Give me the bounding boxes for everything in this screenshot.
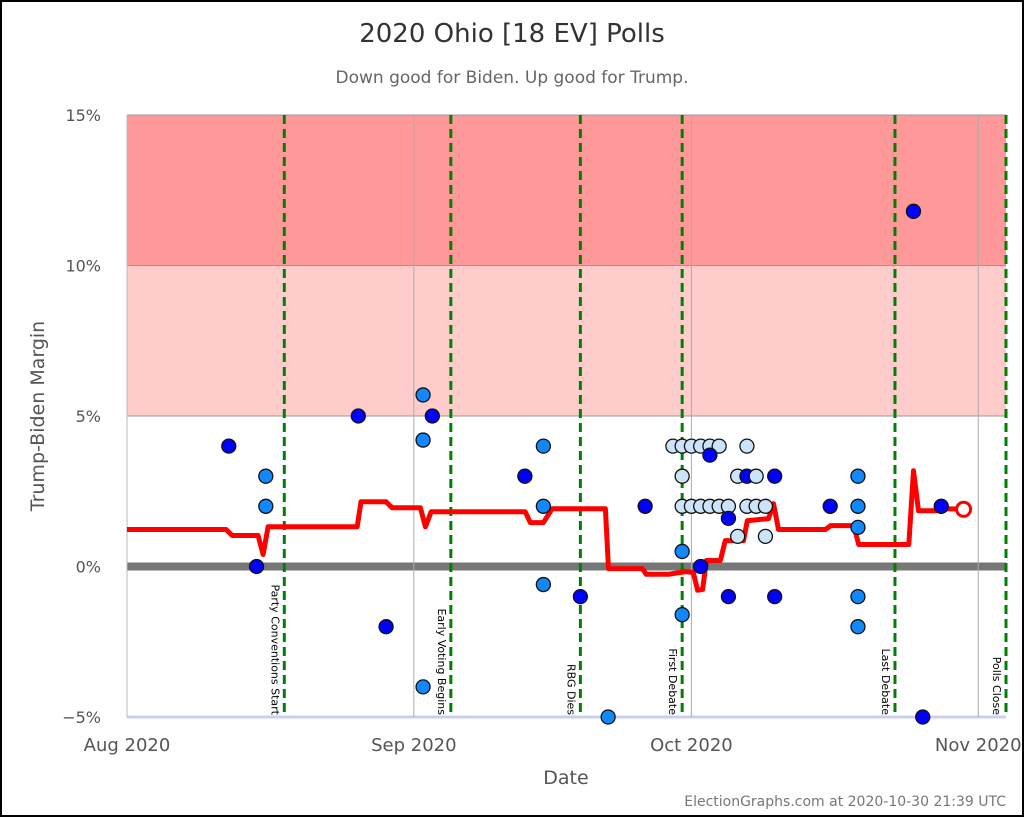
poll-point — [748, 468, 764, 484]
poll-point — [767, 468, 783, 484]
poll-point — [850, 468, 866, 484]
poll-point — [915, 709, 931, 725]
chart-subtitle: Down good for Biden. Up good for Trump. — [336, 68, 689, 88]
poll-point — [378, 619, 394, 635]
poll-point — [517, 468, 533, 484]
poll-point — [822, 498, 838, 514]
poll-point — [415, 679, 431, 695]
y-tick-label: −5% — [62, 708, 101, 727]
poll-point — [535, 498, 552, 514]
y-tick-label: 5% — [76, 407, 101, 426]
poll-point — [720, 510, 737, 526]
poll-point — [905, 203, 922, 219]
event-label: Early Voting Begins — [435, 608, 448, 715]
poll-point — [535, 576, 552, 593]
y-tick-label: 15% — [65, 106, 101, 125]
poll-point — [739, 438, 755, 454]
poll-point — [850, 619, 866, 635]
poll-point — [767, 588, 783, 605]
x-tick-label: Sep 2020 — [371, 735, 456, 756]
poll-point — [720, 588, 737, 605]
poll-point — [258, 468, 274, 484]
y-tick-label: 0% — [76, 558, 101, 577]
poll-point — [221, 438, 237, 454]
poll-point — [600, 709, 616, 725]
event-label: Party Conventions Start — [268, 584, 281, 715]
x-axis-label: Date — [543, 767, 588, 789]
poll-point — [850, 519, 866, 536]
poll-point — [535, 438, 552, 454]
poll-point — [415, 432, 431, 448]
event-label: Polls Close — [990, 657, 1003, 716]
poll-point — [424, 408, 440, 424]
poll-point — [693, 558, 709, 575]
poll-point — [757, 528, 774, 545]
poll-point — [711, 438, 727, 454]
poll-point — [637, 498, 653, 514]
poll-point — [350, 408, 366, 424]
poll-point — [757, 498, 774, 514]
band-0 — [127, 115, 1006, 266]
poll-point — [850, 498, 866, 514]
poll-point — [258, 498, 274, 514]
poll-point — [674, 468, 690, 484]
event-label: RBG Dies — [564, 664, 577, 715]
poll-point — [572, 588, 589, 605]
average-line — [127, 468, 964, 593]
current-average-marker — [955, 500, 973, 518]
poll-point — [730, 528, 746, 545]
credit-text: ElectionGraphs.com at 2020-10-30 21:39 U… — [684, 794, 1006, 810]
poll-point — [933, 498, 949, 514]
band-1 — [127, 265, 1006, 416]
poll-point — [248, 558, 265, 575]
poll-point — [850, 588, 866, 605]
chart-title: 2020 Ohio [18 EV] Polls — [359, 19, 665, 49]
poll-point — [674, 543, 690, 560]
poll-point — [415, 387, 431, 403]
event-label: Last Debate — [879, 649, 892, 716]
event-label: First Debate — [666, 648, 679, 715]
y-tick-label: 10% — [65, 257, 101, 276]
poll-point — [674, 607, 690, 623]
y-axis-label: Trump-Biden Margin — [27, 321, 49, 512]
x-tick-label: Aug 2020 — [84, 735, 171, 756]
x-tick-label: Nov 2020 — [935, 735, 1022, 756]
x-tick-label: Oct 2020 — [650, 735, 733, 756]
poll-point — [702, 447, 718, 463]
